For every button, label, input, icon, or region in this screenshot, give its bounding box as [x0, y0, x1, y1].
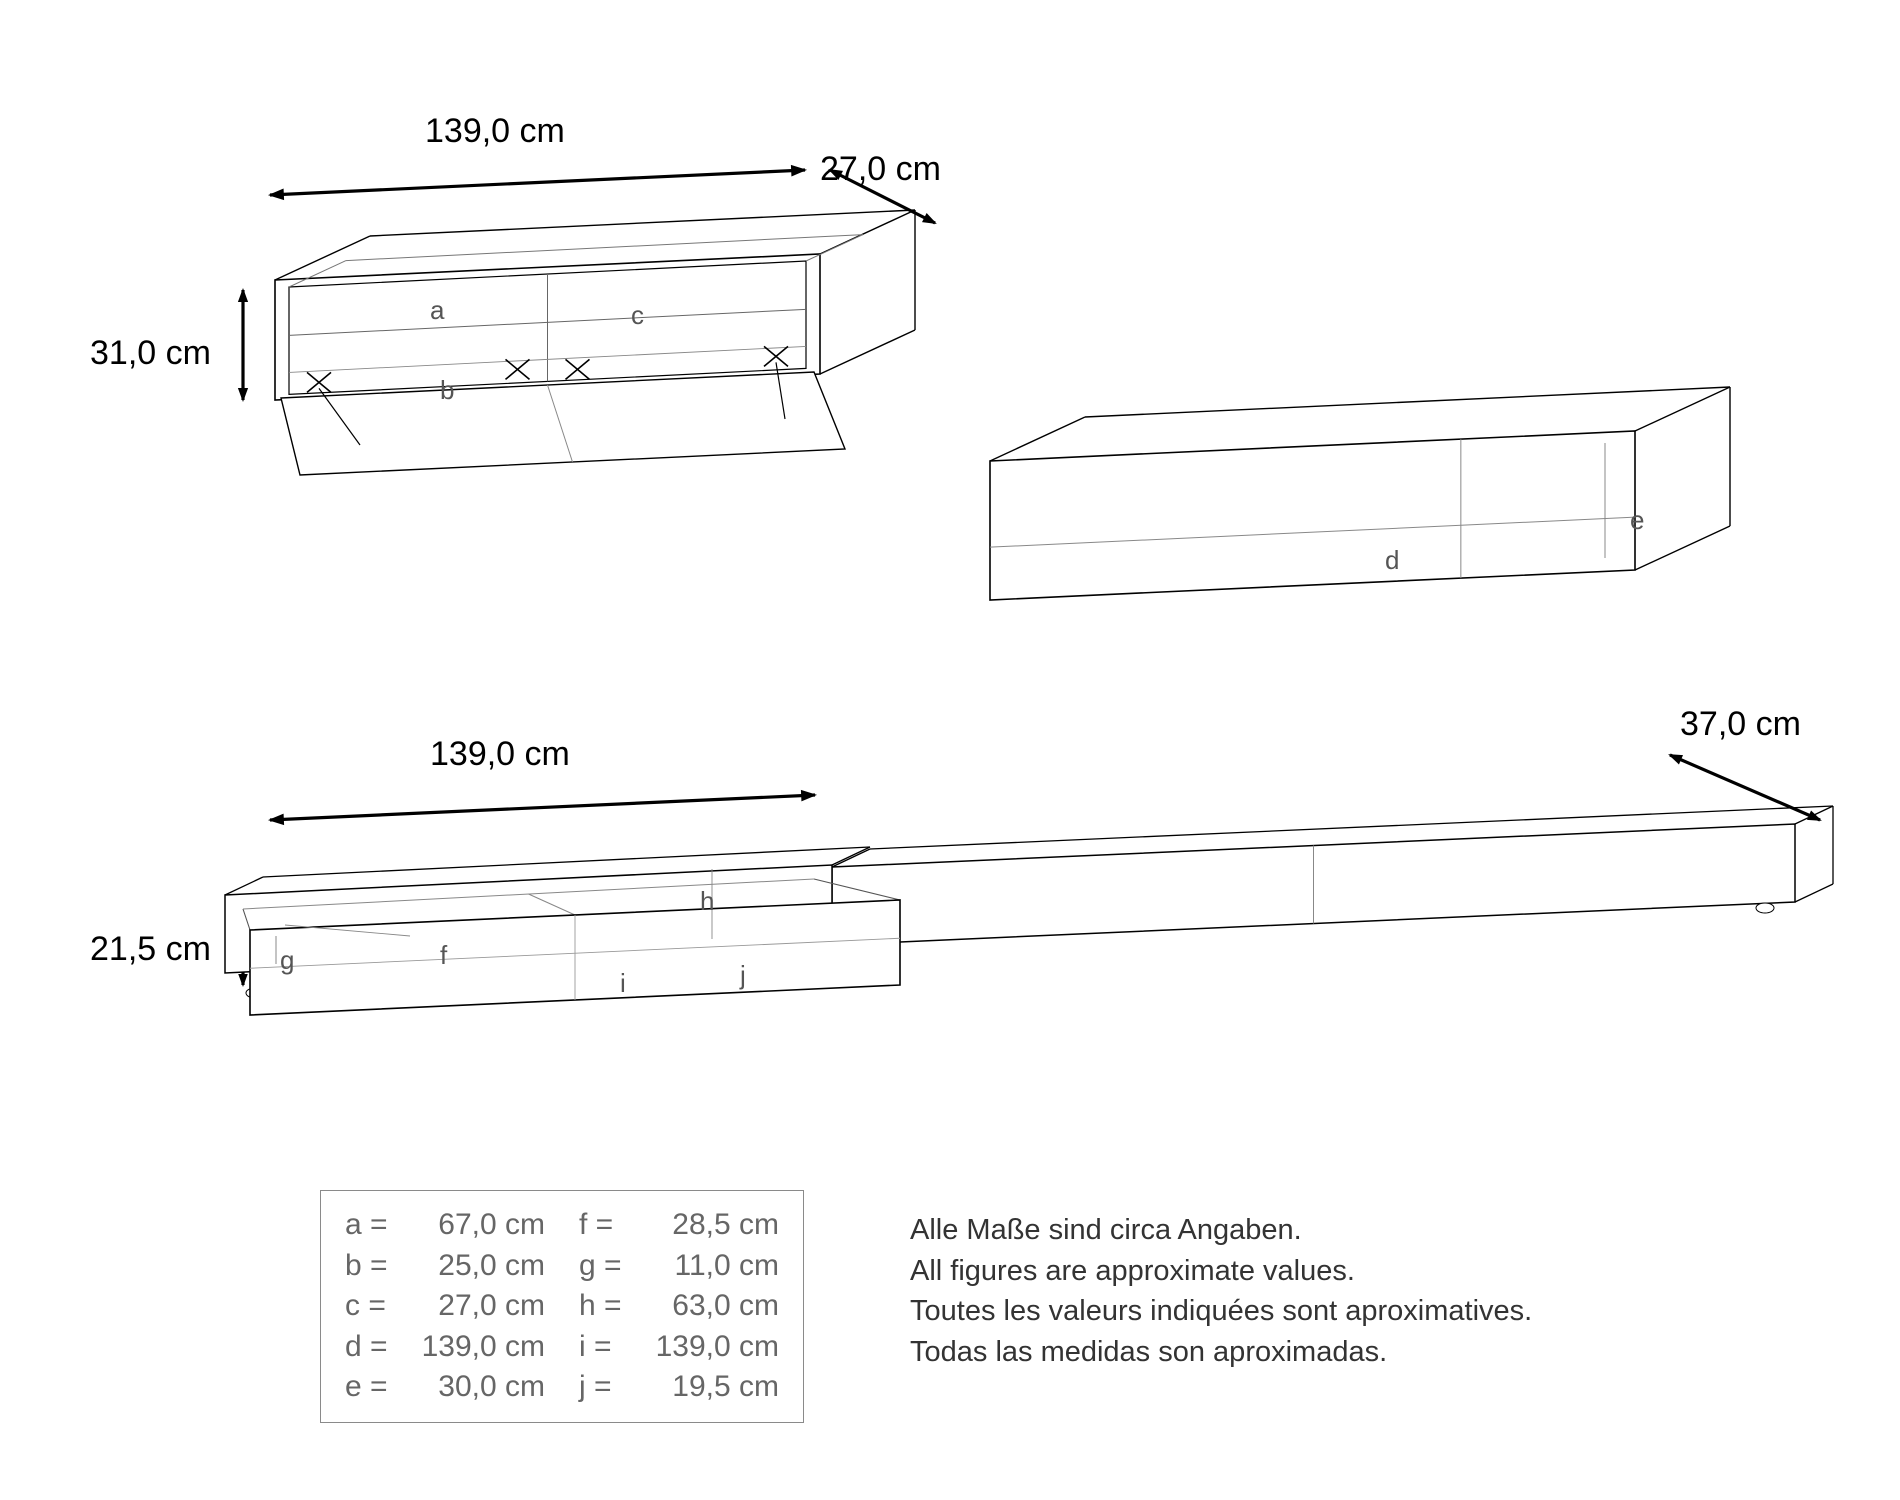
legend-key: f =: [579, 1205, 627, 1246]
legend-table: a =67,0 cm f =28,5 cm b =25,0 cm g =11,0 cm…: [320, 1190, 804, 1423]
legend-val: 28,5 cm: [627, 1205, 779, 1246]
legend-val: 30,0 cm: [393, 1367, 545, 1408]
dim-label-w_bot: 139,0 cm: [430, 735, 570, 774]
legend-key: a =: [345, 1205, 393, 1246]
dim-label-d_top: 27,0 cm: [820, 150, 941, 189]
legend-row: c =27,0 cm h =63,0 cm: [345, 1286, 779, 1327]
legend-val: 25,0 cm: [393, 1246, 545, 1287]
legend-row: e =30,0 cm j =19,5 cm: [345, 1367, 779, 1408]
legend-key: h =: [579, 1286, 627, 1327]
ref-letter-g: g: [280, 945, 294, 976]
legend-row: b =25,0 cm g =11,0 cm: [345, 1246, 779, 1287]
legend-row: a =67,0 cm f =28,5 cm: [345, 1205, 779, 1246]
legend-val: 63,0 cm: [627, 1286, 779, 1327]
legend-val: 27,0 cm: [393, 1286, 545, 1327]
legend-key: j =: [579, 1367, 627, 1408]
dim-label-h_top: 31,0 cm: [90, 334, 211, 373]
note-line: Todas las medidas son aproximadas.: [910, 1332, 1532, 1373]
legend-key: g =: [579, 1246, 627, 1287]
note-line: Toutes les valeurs indiquées sont aproxi…: [910, 1291, 1532, 1332]
legend-key: b =: [345, 1246, 393, 1287]
ref-letter-d: d: [1385, 545, 1399, 576]
note-line: All figures are approximate values.: [910, 1251, 1532, 1292]
legend-val: 19,5 cm: [627, 1367, 779, 1408]
ref-letter-j: j: [740, 960, 746, 991]
legend-key: c =: [345, 1286, 393, 1327]
disclaimer-notes: Alle Maße sind circa Angaben.All figures…: [910, 1210, 1532, 1372]
legend-val: 139,0 cm: [627, 1327, 779, 1368]
legend-val: 67,0 cm: [393, 1205, 545, 1246]
legend-val: 139,0 cm: [393, 1327, 545, 1368]
legend-key: i =: [579, 1327, 627, 1368]
ref-letter-f: f: [440, 940, 447, 971]
dim-label-w_top: 139,0 cm: [425, 112, 565, 151]
note-line: Alle Maße sind circa Angaben.: [910, 1210, 1532, 1251]
dim-label-d_bot: 37,0 cm: [1680, 705, 1801, 744]
ref-letter-a: a: [430, 295, 444, 326]
legend-key: e =: [345, 1367, 393, 1408]
legend-row: d =139,0 cmi =139,0 cm: [345, 1327, 779, 1368]
ref-letter-c: c: [631, 300, 644, 331]
legend-key: d =: [345, 1327, 393, 1368]
dim-label-h_bot: 21,5 cm: [90, 930, 211, 969]
legend-val: 11,0 cm: [627, 1246, 779, 1287]
ref-letter-b: b: [440, 375, 454, 406]
ref-letter-i: i: [620, 968, 626, 999]
ref-letter-h: h: [700, 886, 714, 917]
ref-letter-e: e: [1630, 505, 1644, 536]
